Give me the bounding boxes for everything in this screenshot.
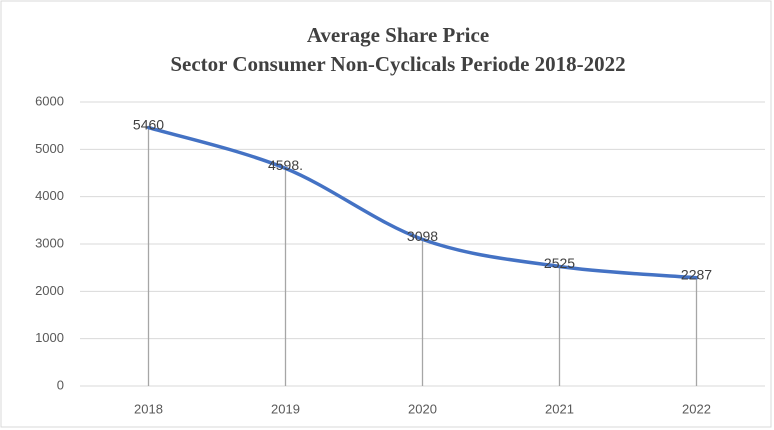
x-tick-label: 2019: [271, 401, 300, 416]
data-label: 2525: [544, 255, 575, 271]
data-label: 4598.: [268, 157, 303, 173]
chart-subtitle: Sector Consumer Non-Cyclicals Periode 20…: [170, 52, 625, 76]
data-label: 5460: [133, 116, 164, 132]
y-tick-label: 4000: [35, 188, 64, 203]
y-tick-label: 2000: [35, 283, 64, 298]
x-tick-label: 2021: [545, 401, 574, 416]
y-tick-label: 0: [57, 377, 64, 392]
y-tick-label: 3000: [35, 235, 64, 250]
y-tick-label: 6000: [35, 93, 64, 108]
y-tick-label: 1000: [35, 330, 64, 345]
x-tick-label: 2020: [408, 401, 437, 416]
line-series: [146, 125, 699, 280]
data-label: 3098: [407, 228, 438, 244]
x-tick-label: 2022: [682, 401, 711, 416]
data-label: 2287: [681, 266, 712, 282]
x-tick-label: 2018: [134, 401, 163, 416]
y-tick-label: 5000: [35, 141, 64, 156]
chart-title: Average Share Price: [307, 23, 489, 47]
